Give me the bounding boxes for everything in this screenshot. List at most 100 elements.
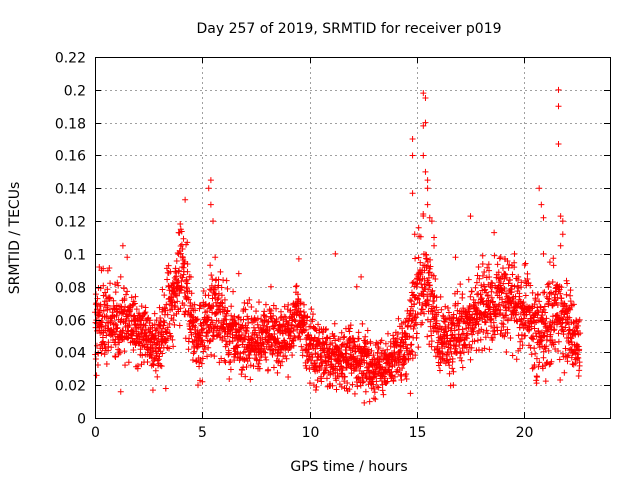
data-point	[371, 356, 378, 363]
data-point	[128, 294, 135, 301]
y-tick-label: 0.18	[55, 117, 86, 133]
data-point	[422, 119, 429, 126]
data-point	[254, 334, 261, 341]
data-point	[508, 315, 515, 322]
data-point	[424, 297, 431, 304]
data-point	[112, 354, 119, 361]
data-point	[185, 296, 192, 303]
data-point	[549, 302, 556, 309]
data-point	[534, 291, 541, 298]
y-tick-label: 0.08	[55, 281, 86, 297]
data-point	[277, 308, 284, 315]
data-point	[501, 285, 508, 292]
data-point	[142, 304, 149, 311]
data-point	[408, 298, 415, 305]
data-point	[308, 357, 315, 364]
data-point	[312, 387, 319, 394]
data-point	[195, 382, 201, 389]
data-point	[381, 350, 388, 357]
data-point	[98, 350, 105, 357]
data-point	[409, 136, 416, 143]
data-point	[322, 366, 329, 373]
data-point	[361, 399, 368, 406]
data-point	[125, 359, 132, 366]
data-point	[431, 242, 438, 249]
data-point	[417, 259, 424, 266]
data-point	[292, 283, 299, 290]
data-point	[564, 358, 571, 365]
data-point	[435, 309, 442, 316]
data-point	[323, 362, 330, 369]
data-point	[103, 293, 110, 300]
data-point	[547, 331, 554, 338]
data-point	[441, 343, 448, 350]
data-point	[496, 255, 503, 262]
data-point	[310, 382, 317, 389]
data-point	[113, 322, 120, 329]
data-point	[516, 293, 523, 300]
data-point	[209, 319, 216, 326]
data-point	[479, 252, 486, 259]
data-point	[163, 337, 170, 344]
data-point	[147, 317, 154, 324]
data-point	[344, 379, 351, 386]
data-point	[291, 316, 298, 323]
data-point	[420, 122, 427, 129]
data-point	[408, 348, 415, 355]
data-point	[331, 333, 338, 340]
data-point	[402, 330, 409, 337]
data-point	[532, 350, 539, 357]
data-point	[269, 351, 276, 358]
data-point	[347, 322, 354, 329]
data-point	[224, 285, 231, 292]
data-point	[159, 286, 166, 293]
data-point	[224, 308, 231, 315]
data-point	[171, 280, 178, 287]
data-point	[422, 302, 429, 309]
data-point	[427, 263, 434, 270]
data-point	[419, 306, 426, 313]
data-point	[208, 351, 215, 358]
data-point	[433, 317, 440, 324]
data-point	[282, 314, 289, 321]
data-point	[563, 320, 570, 327]
data-point	[172, 302, 179, 309]
data-point	[220, 277, 227, 284]
data-point	[415, 224, 422, 231]
data-point	[422, 168, 429, 175]
data-point	[200, 288, 207, 295]
data-point	[394, 341, 401, 348]
data-point	[482, 318, 489, 325]
data-point	[551, 326, 558, 333]
data-point	[487, 316, 494, 323]
data-point	[574, 355, 581, 362]
data-point	[575, 372, 582, 379]
data-point	[103, 361, 110, 368]
data-point	[536, 359, 543, 366]
data-point	[133, 306, 140, 313]
data-point	[270, 325, 277, 332]
data-point	[303, 365, 310, 372]
data-point	[243, 363, 250, 370]
data-point	[477, 336, 484, 343]
data-point	[411, 300, 418, 307]
data-point	[247, 376, 254, 383]
data-point	[465, 349, 472, 356]
data-point	[438, 306, 445, 313]
data-point	[244, 313, 251, 320]
data-point	[320, 370, 327, 377]
data-point	[546, 296, 553, 303]
data-point	[184, 260, 191, 267]
data-point	[413, 283, 420, 290]
data-point	[232, 320, 239, 327]
data-point	[444, 305, 451, 312]
data-point	[398, 377, 405, 384]
data-point	[479, 261, 486, 268]
data-point	[567, 287, 574, 294]
data-point	[433, 304, 440, 311]
data-point	[459, 326, 466, 333]
data-point	[134, 365, 141, 372]
data-point	[558, 295, 565, 302]
data-point	[93, 342, 100, 349]
